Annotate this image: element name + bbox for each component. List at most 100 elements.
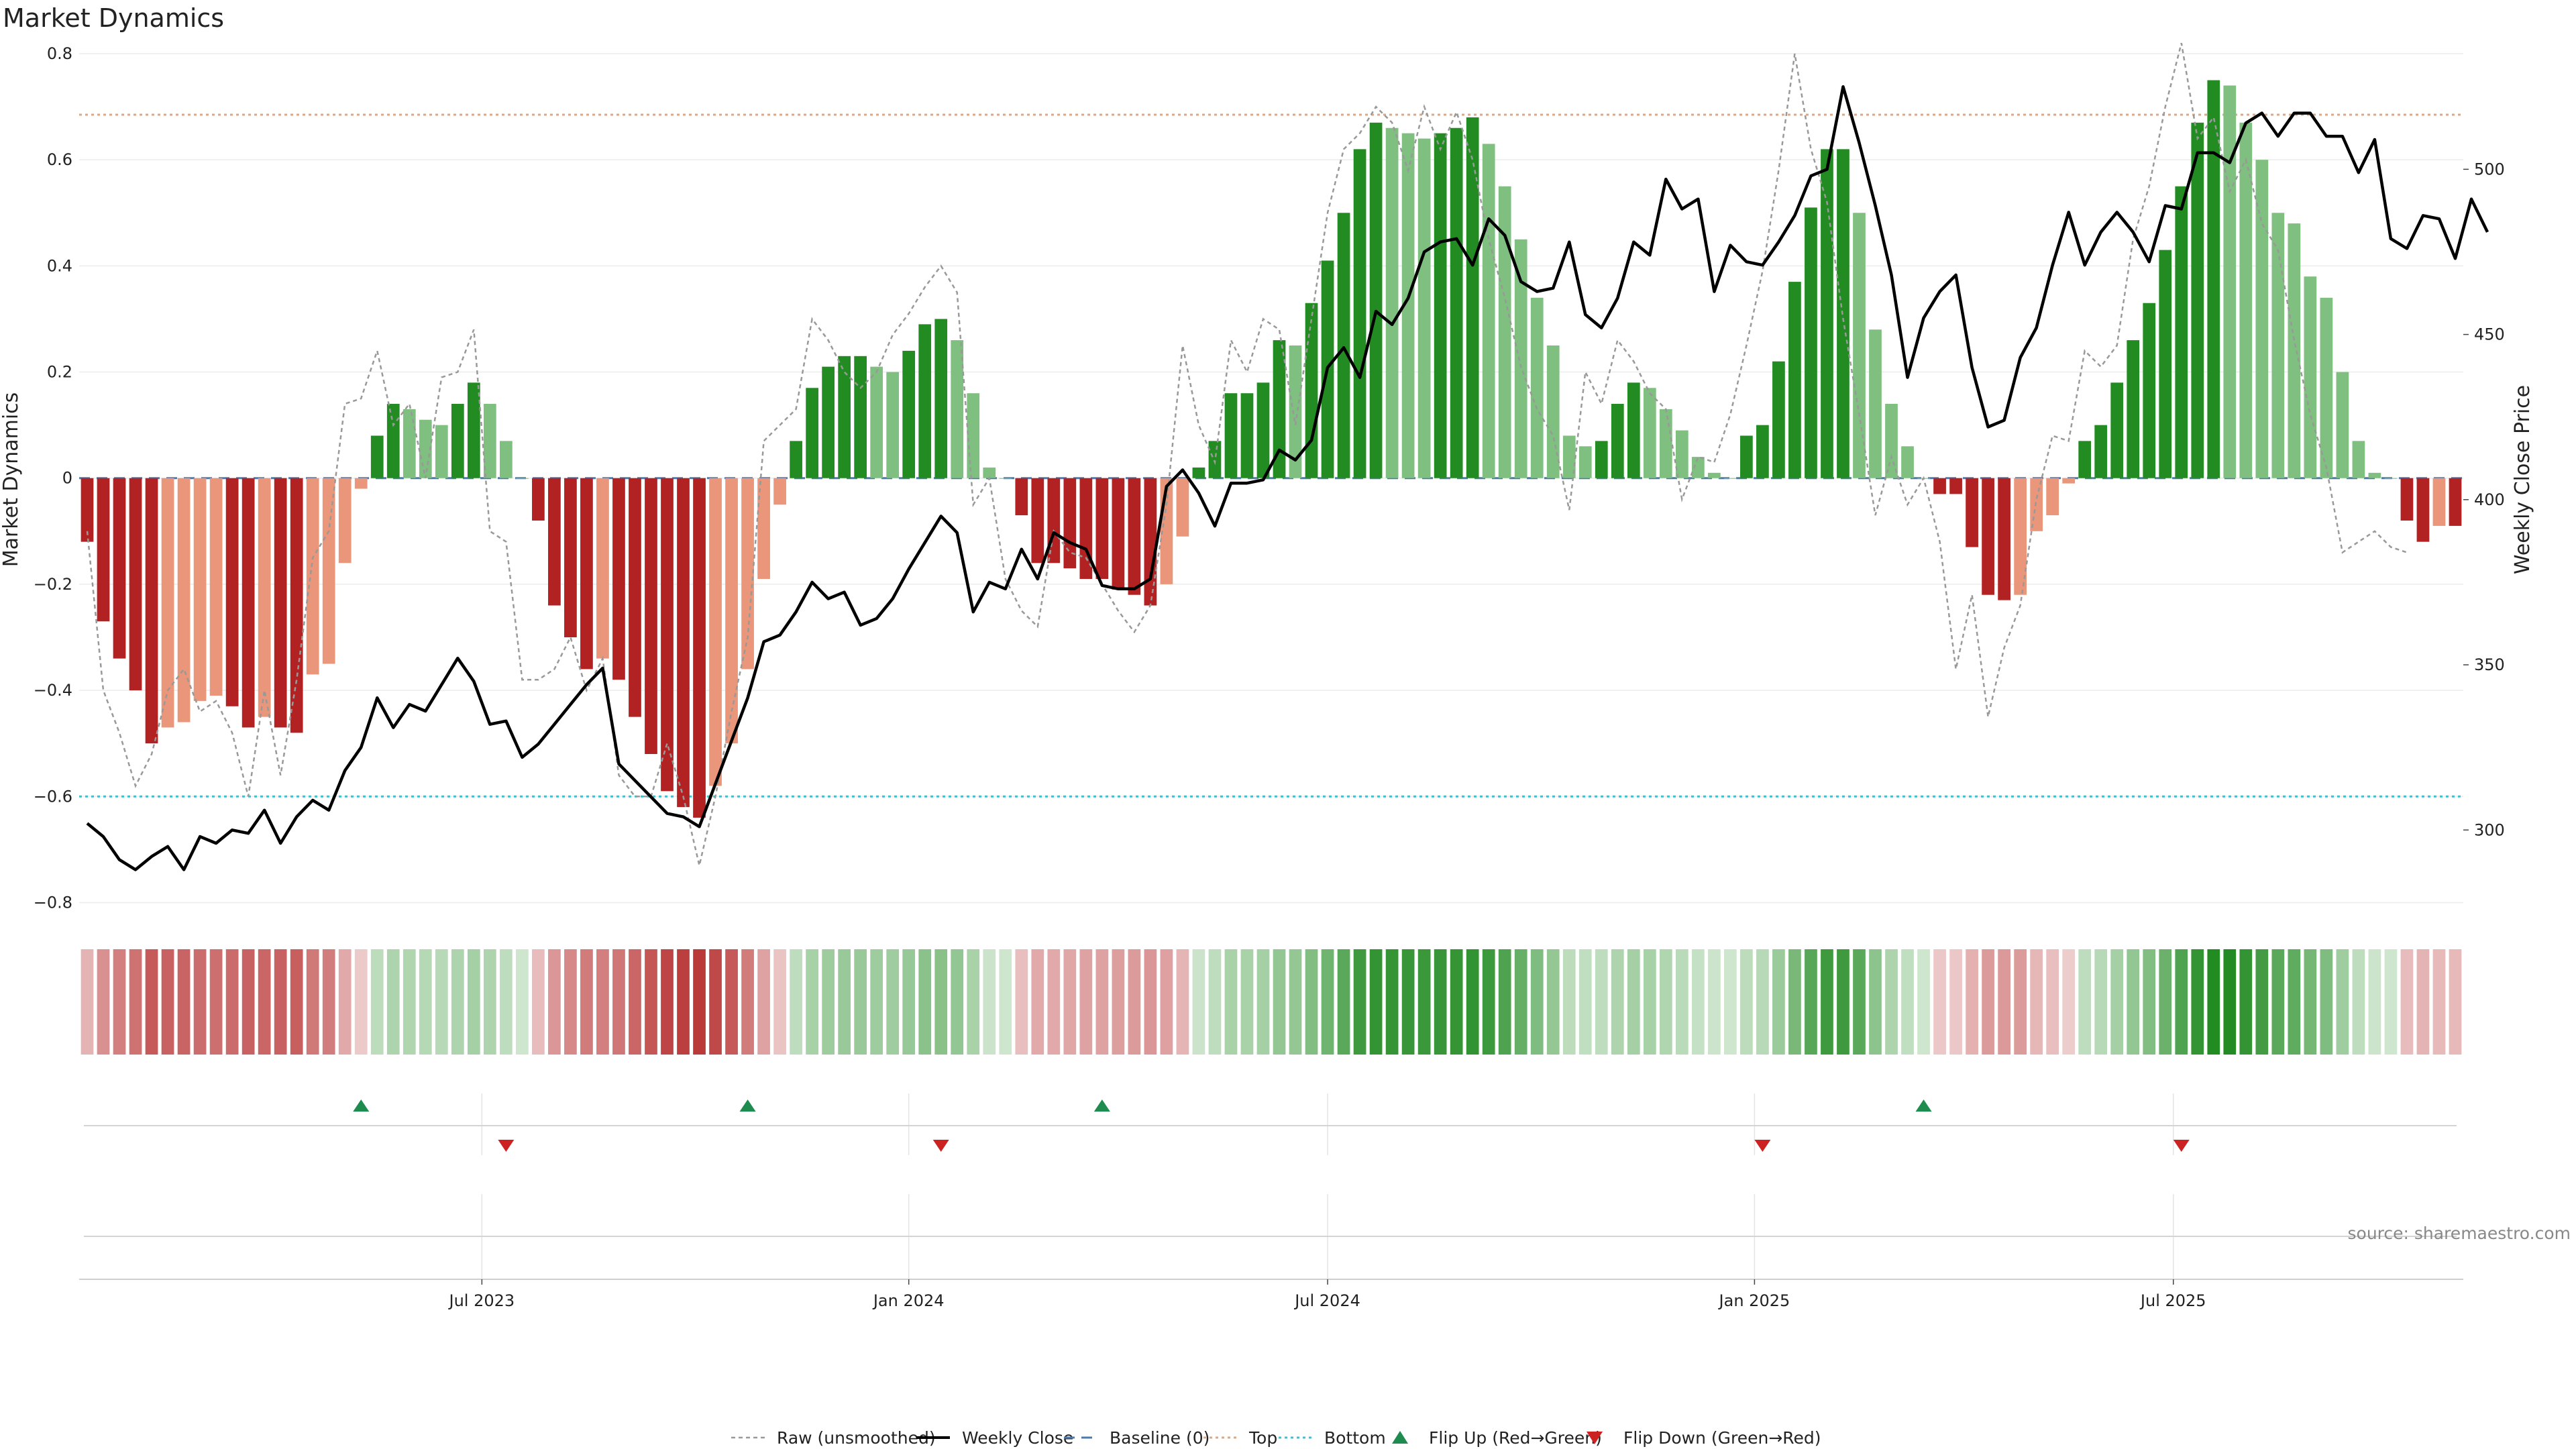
market-dynamics-bar	[1643, 388, 1656, 478]
market-dynamics-bar	[564, 478, 577, 637]
market-dynamics-bar	[1369, 122, 1383, 478]
market-dynamics-bar	[1015, 478, 1028, 516]
market-dynamics-bar	[290, 478, 303, 733]
heat-strip-cell	[902, 949, 916, 1055]
right-tick-label: 300	[2474, 820, 2505, 839]
heat-strip-cell	[2304, 949, 2317, 1055]
market-dynamics-bar	[2143, 303, 2156, 478]
market-dynamics-bar	[902, 350, 916, 478]
heat-strip-cell	[2078, 949, 2092, 1055]
market-dynamics-bar	[693, 478, 706, 818]
market-dynamics-bar	[2094, 425, 2108, 478]
market-dynamics-bar	[532, 478, 545, 521]
market-dynamics-bar	[999, 478, 1012, 479]
x-tick-label: Jul 2025	[2139, 1291, 2206, 1310]
market-dynamics-bar	[645, 478, 657, 754]
heat-strip-cell	[2384, 949, 2398, 1055]
market-dynamics-bar	[1885, 404, 1898, 478]
left-axis-ticks: 0.8 0.6 0.4 0.2 0 −0.2 −0.4 −0.6 −0.8	[34, 44, 72, 912]
flip-up-marker	[1915, 1099, 1932, 1112]
market-dynamics-bar	[1337, 213, 1350, 478]
right-tick-label: 500	[2474, 160, 2505, 178]
market-dynamics-bar	[1691, 457, 1705, 478]
heat-strip-cell	[1256, 949, 1270, 1055]
heat-strip-cell	[2014, 949, 2027, 1055]
heat-strip-cell	[2336, 949, 2349, 1055]
legend-label: Bottom	[1324, 1428, 1386, 1448]
heat-strip-cell	[2110, 949, 2124, 1055]
market-dynamics-bar	[1982, 478, 1994, 595]
market-dynamics-bar	[629, 478, 641, 717]
heat-strip-cell	[2352, 949, 2365, 1055]
market-dynamics-bar	[1627, 382, 1640, 478]
heat-strip-cell	[2288, 949, 2301, 1055]
market-dynamics-bar	[741, 478, 754, 669]
heat-strip-cell	[386, 949, 400, 1055]
market-dynamics-bar	[258, 478, 271, 717]
market-dynamics-bar	[2400, 478, 2414, 521]
market-dynamics-bar	[1514, 239, 1527, 478]
market-dynamics-bar	[1112, 478, 1125, 590]
heat-strip-cell	[483, 949, 496, 1055]
heat-strip-cell	[1853, 949, 1866, 1055]
market-dynamics-bar	[580, 478, 593, 669]
heat-strip-cell	[2175, 949, 2188, 1055]
market-dynamics-bar	[1675, 430, 1688, 478]
market-dynamics-bar	[209, 478, 223, 696]
heat-strip-cell	[1772, 949, 1785, 1055]
chart-title: Market Dynamics	[3, 3, 224, 33]
right-tick-label: 400	[2474, 490, 2505, 509]
market-dynamics-bar	[1756, 425, 1769, 478]
market-dynamics-bar	[2384, 478, 2398, 479]
heat-strip-cell	[1611, 949, 1624, 1055]
heat-strip-cell	[354, 949, 368, 1055]
heat-strip-cell	[2271, 949, 2285, 1055]
heat-strip-cell	[773, 949, 786, 1055]
heat-strip-cell	[1079, 949, 1093, 1055]
market-dynamics-bar	[2191, 122, 2204, 478]
market-dynamics-bar	[1901, 446, 1914, 478]
market-dynamics-bar	[757, 478, 770, 579]
heat-strip-cell	[241, 949, 255, 1055]
heat-strip-cell	[1675, 949, 1688, 1055]
market-dynamics-bar	[1305, 303, 1318, 478]
heat-strip-cell	[1708, 949, 1721, 1055]
market-dynamics-bar	[1966, 478, 1978, 547]
heat-strip-cell	[886, 949, 900, 1055]
legend-label: Weekly Close	[962, 1428, 1073, 1448]
heat-strip	[80, 949, 2462, 1055]
heat-strip-cell	[1756, 949, 1769, 1055]
heat-strip-cell	[1498, 949, 1511, 1055]
heat-strip-cell	[1063, 949, 1077, 1055]
heat-strip-cell	[80, 949, 94, 1055]
heat-strip-cell	[838, 949, 851, 1055]
legend-flip-up-swatch	[1392, 1431, 1408, 1444]
flip-up-marker	[739, 1099, 756, 1112]
legend-label: Baseline (0)	[1110, 1428, 1210, 1448]
market-dynamics-bar	[1289, 345, 1302, 478]
heat-strip-cell	[2255, 949, 2269, 1055]
heat-strip-cell	[1240, 949, 1254, 1055]
heat-strip-cell	[1353, 949, 1366, 1055]
heat-strip-cell	[306, 949, 319, 1055]
market-dynamics-bar	[2304, 276, 2317, 478]
market-dynamics-bar	[1498, 186, 1511, 478]
heat-strip-cell	[1562, 949, 1576, 1055]
market-dynamics-bar	[1708, 472, 1721, 478]
left-tick-label: −0.2	[34, 575, 72, 594]
market-dynamics-bar	[677, 478, 690, 808]
market-dynamics-bar	[1417, 138, 1431, 478]
legend-label: Flip Up (Red→Green)	[1429, 1428, 1602, 1448]
heat-strip-cell	[806, 949, 818, 1055]
heat-strip-cell	[419, 949, 432, 1055]
market-dynamics-bar	[2320, 297, 2333, 478]
heat-strip-cell	[2094, 949, 2108, 1055]
legend: Raw (unsmoothed) Weekly Close Baseline (0)…	[731, 1428, 1821, 1448]
heat-strip-cell	[2400, 949, 2414, 1055]
market-dynamics-bar	[2175, 186, 2188, 478]
x-tick-label: Jul 2024	[1293, 1291, 1360, 1310]
heat-strip-cell	[516, 949, 529, 1055]
heat-strip-cell	[1595, 949, 1608, 1055]
heat-strip-cell	[1949, 949, 1962, 1055]
